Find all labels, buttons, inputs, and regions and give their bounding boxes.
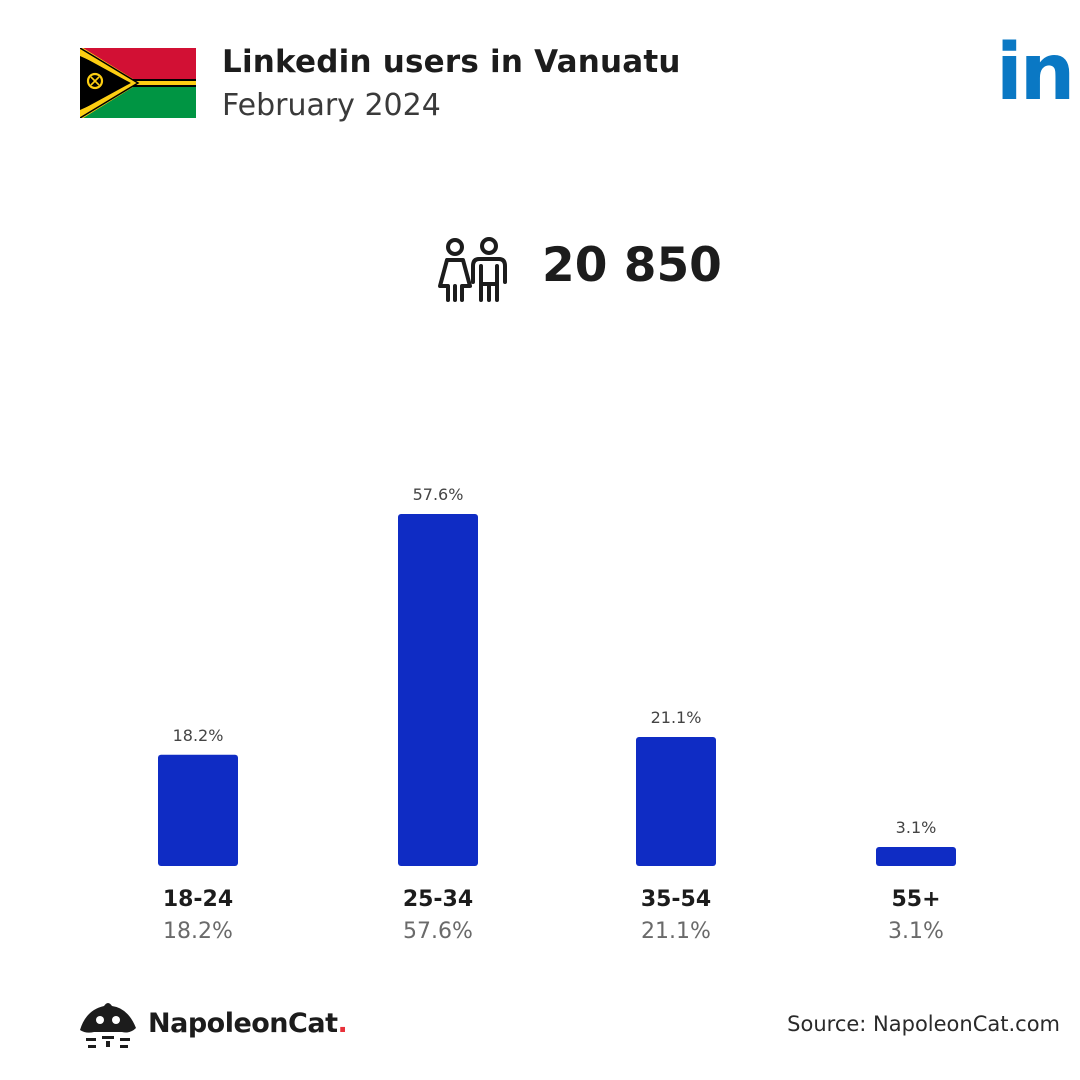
bar-value-label: 3.1% bbox=[896, 818, 937, 837]
napoleoncat-logo-icon bbox=[80, 1003, 136, 1048]
bar-value-label: 21.1% bbox=[651, 708, 702, 727]
brand-name: NapoleonCat bbox=[148, 1008, 338, 1039]
category-label: 25-34 bbox=[403, 887, 473, 912]
bar-25-34 bbox=[398, 514, 478, 866]
bar-value-label: 57.6% bbox=[413, 485, 464, 504]
source-text: Source: NapoleonCat.com bbox=[787, 1012, 1060, 1036]
bar-18-24 bbox=[158, 754, 238, 866]
people-icon bbox=[438, 237, 507, 302]
vanuatu-flag-icon bbox=[80, 48, 196, 118]
category-label: 55+ bbox=[891, 887, 940, 912]
category-label: 18-24 bbox=[163, 887, 233, 912]
linkedin-logo-icon: in bbox=[996, 28, 1075, 118]
bar-value-label: 18.2% bbox=[173, 726, 224, 745]
page-title: Linkedin users in Vanuatu bbox=[222, 44, 681, 80]
page-subtitle: February 2024 bbox=[222, 88, 441, 123]
napoleoncat-brand: NapoleonCat. bbox=[148, 1008, 348, 1039]
bar-55+ bbox=[876, 847, 956, 866]
brand-dot: . bbox=[337, 1008, 348, 1039]
bar-35-54 bbox=[636, 737, 716, 866]
category-percent-label: 3.1% bbox=[888, 919, 944, 944]
category-percent-label: 57.6% bbox=[403, 919, 473, 944]
category-percent-label: 18.2% bbox=[163, 919, 233, 944]
total-users-value: 20 850 bbox=[542, 238, 722, 293]
category-label: 35-54 bbox=[641, 887, 711, 912]
category-percent-label: 21.1% bbox=[641, 919, 711, 944]
